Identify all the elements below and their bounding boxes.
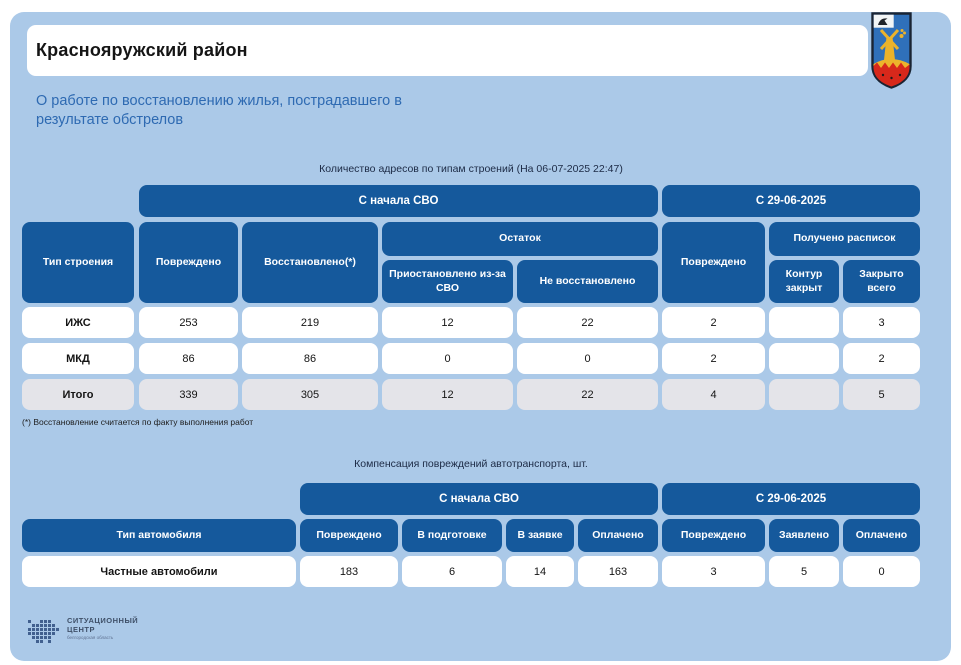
cell-damaged: 86: [139, 343, 238, 374]
table2-col-declared: Заявлено: [769, 519, 839, 552]
table1-row-mkd: МКД 86 86 0 0 2 2: [0, 343, 961, 374]
cell-restored: 305: [242, 379, 378, 410]
cell-not-restored: 22: [517, 379, 658, 410]
cell-closed-total: 2: [843, 343, 920, 374]
org-name-line2: ЦЕНТР: [67, 625, 95, 634]
coat-of-arms: [871, 12, 912, 89]
situation-center-logo: СИТУАЦИОННЫЙ ЦЕНТР белгородская область: [28, 616, 138, 640]
cell-type: Частные автомобили: [22, 556, 296, 587]
cell-contour-closed: [769, 343, 839, 374]
cell-contour-closed: [769, 307, 839, 338]
table1-title: Количество адресов по типам строений (На…: [319, 163, 623, 175]
table1-row-total: Итого 339 305 12 22 4 5: [0, 379, 961, 410]
table2-col-in-request: В заявке: [506, 519, 574, 552]
cell-not-restored: 0: [517, 343, 658, 374]
arms-bird-icon: [878, 18, 888, 25]
table2-col-paid: Оплачено: [578, 519, 658, 552]
cell-in-preparation: 6: [402, 556, 502, 587]
cell-damaged-new: 3: [662, 556, 765, 587]
cell-damaged: 253: [139, 307, 238, 338]
subtitle-line-2: результате обстрелов: [36, 112, 184, 128]
table2-col-paid-new: Оплачено: [843, 519, 920, 552]
table1-col-contour-closed: Контур закрыт: [769, 260, 839, 303]
cell-paid-new: 0: [843, 556, 920, 587]
cell-suspended: 0: [382, 343, 513, 374]
arms-windmill-tower: [884, 37, 895, 60]
table1-col-receipts: Получено расписок: [769, 222, 920, 256]
table1-col-damaged: Повреждено: [139, 222, 238, 303]
arms-red-base: [873, 62, 910, 87]
table1-col-restored: Восстановлено(*): [242, 222, 378, 303]
cell-suspended: 12: [382, 379, 513, 410]
table1-col-suspended: Приостановлено из-за СВО: [382, 260, 513, 303]
table1-col-not-restored: Не восстановлено: [517, 260, 658, 303]
cell-type: МКД: [22, 343, 134, 374]
table2-group-header-date: С 29-06-2025: [662, 483, 920, 515]
page-subtitle: О работе по восстановлению жилья, постра…: [36, 92, 656, 130]
header-bar: Краснояружский район: [27, 25, 868, 76]
table2-col-damaged: Повреждено: [300, 519, 398, 552]
cell-damaged-new: 2: [662, 343, 765, 374]
cell-type: ИЖС: [22, 307, 134, 338]
cell-in-request: 14: [506, 556, 574, 587]
cell-type: Итого: [22, 379, 134, 410]
table2-col-in-preparation: В подготовке: [402, 519, 502, 552]
cell-contour-closed: [769, 379, 839, 410]
table1-col-remainder: Остаток: [382, 222, 658, 256]
cell-restored: 219: [242, 307, 378, 338]
table1-footnote: (*) Восстановление считается по факту вы…: [22, 417, 254, 427]
org-name-line1: СИТУАЦИОННЫЙ: [67, 616, 139, 625]
cell-not-restored: 22: [517, 307, 658, 338]
cell-suspended: 12: [382, 307, 513, 338]
table1-group-header-svo: С начала СВО: [139, 185, 658, 217]
table1-col-closed-total: Закрыто всего: [843, 260, 920, 303]
cell-damaged-new: 2: [662, 307, 765, 338]
table1-col-type: Тип строения: [22, 222, 134, 303]
page-title: Краснояружский район: [36, 40, 248, 60]
table2-col-damaged-new: Повреждено: [662, 519, 765, 552]
cell-restored: 86: [242, 343, 378, 374]
cell-damaged: 339: [139, 379, 238, 410]
cell-damaged: 183: [300, 556, 398, 587]
table2-group-header-svo: С начала СВО: [300, 483, 658, 515]
table2-title: Компенсация повреждений автотранспорта, …: [354, 458, 588, 470]
table1-group-header-date: С 29-06-2025: [662, 185, 920, 217]
region-map-icon: [28, 620, 31, 623]
table2-row-private-cars: Частные автомобили 183 6 14 163 3 5 0: [0, 556, 961, 587]
cell-closed-total: 3: [843, 307, 920, 338]
cell-declared: 5: [769, 556, 839, 587]
table2-col-type: Тип автомобиля: [22, 519, 296, 552]
table1-col-damaged-new: Повреждено: [662, 222, 765, 303]
cell-damaged-new: 4: [662, 379, 765, 410]
cell-paid: 163: [578, 556, 658, 587]
cell-closed-total: 5: [843, 379, 920, 410]
org-region: белгородская область: [67, 635, 114, 640]
subtitle-line-1: О работе по восстановлению жилья, постра…: [36, 93, 402, 109]
table1-row-izhs: ИЖС 253 219 12 22 2 3: [0, 307, 961, 338]
